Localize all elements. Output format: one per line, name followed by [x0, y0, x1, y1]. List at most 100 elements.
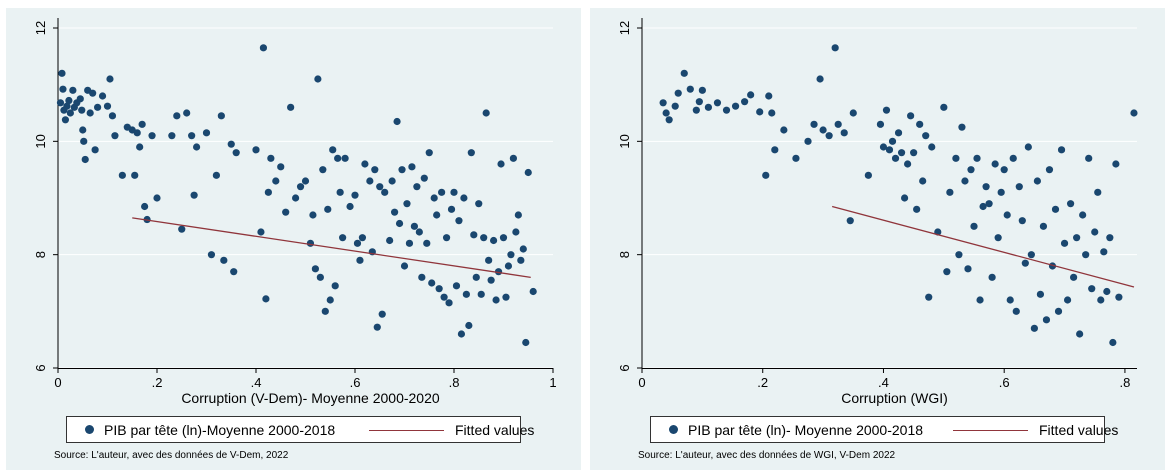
data-point [94, 103, 102, 111]
fitted-line [132, 217, 531, 278]
data-point [103, 102, 112, 110]
legend-line-icon [953, 430, 1028, 431]
y-tick-label: 12 [617, 21, 632, 35]
data-point [482, 109, 490, 117]
data-point [504, 262, 513, 270]
x-tick-label: .6 [999, 375, 1010, 390]
data-point [519, 245, 527, 253]
x-axis-title: Corruption (WGI) [841, 390, 948, 406]
data-point [946, 188, 954, 196]
data-point [220, 256, 228, 264]
data-point [982, 183, 990, 191]
legend: PIB par tête (ln)- Moyenne 2000-2018 Fit… [650, 416, 1118, 443]
x-tick-label: .6 [350, 375, 361, 390]
data-point [1091, 228, 1099, 236]
data-point [378, 310, 386, 318]
x-tick-label: .2 [152, 375, 163, 390]
data-point [445, 299, 453, 307]
data-point [492, 296, 500, 304]
data-point [376, 183, 384, 191]
data-point [825, 132, 833, 140]
data-point [131, 171, 139, 179]
data-point [907, 112, 915, 120]
data-point [1115, 293, 1123, 301]
data-point [816, 75, 824, 83]
data-point [413, 183, 421, 191]
data-point [698, 86, 706, 94]
data-point [358, 234, 367, 242]
x-tick-label: .8 [1120, 375, 1131, 390]
data-point [442, 234, 451, 242]
data-point [264, 188, 272, 196]
data-point [425, 149, 433, 157]
data-point [979, 202, 987, 211]
data-point [913, 205, 921, 213]
x-tick-label: 1 [549, 375, 556, 390]
scatter-plot-wgi: 6 8 10 12 0 .2 .4 .6 .8 Corruption (WGI) [617, 18, 1138, 406]
data-point [393, 117, 401, 126]
data-point [529, 287, 537, 296]
data-point [400, 262, 409, 270]
data-point [91, 146, 99, 154]
data-point [904, 160, 912, 168]
data-point [282, 208, 290, 216]
data-point [765, 92, 773, 100]
data-point [136, 143, 144, 151]
data-point [351, 191, 359, 199]
data-point [780, 126, 788, 134]
data-point [940, 103, 948, 111]
data-point [1103, 287, 1111, 296]
data-point [341, 154, 349, 162]
data-point [467, 149, 475, 157]
data-point [252, 146, 260, 154]
data-point [292, 194, 300, 202]
data-point [178, 225, 186, 233]
data-point [306, 239, 315, 247]
data-point [480, 234, 488, 242]
y-tick-label: 8 [33, 251, 48, 258]
data-point [381, 188, 389, 196]
data-point [457, 330, 466, 338]
legend-scatter-label: PIB par tête (ln)-Moyenne 2000-2018 [104, 422, 336, 438]
data-point [512, 228, 520, 236]
data-point [1130, 109, 1138, 117]
data-point [153, 194, 161, 202]
data-point [450, 188, 458, 196]
data-point [1039, 222, 1048, 230]
data-point [497, 160, 505, 168]
legend-fitted-label: Fitted values [455, 422, 535, 438]
data-point [207, 251, 216, 259]
data-point [106, 75, 114, 83]
x-tick-label: .2 [757, 375, 768, 390]
data-point [819, 126, 827, 134]
data-point [79, 126, 87, 134]
data-point [997, 188, 1005, 196]
data-point [894, 129, 903, 137]
data-point [373, 323, 381, 331]
data-point [371, 166, 379, 174]
data-point [900, 194, 909, 202]
data-point [232, 149, 240, 157]
data-point [888, 137, 897, 145]
legend-fitted-label: Fitted values [1039, 422, 1119, 438]
data-point [408, 163, 416, 171]
data-point [713, 99, 722, 107]
data-point [418, 273, 426, 281]
data-point [403, 200, 411, 208]
data-point [973, 154, 981, 162]
data-point [524, 168, 532, 177]
data-point [58, 69, 66, 77]
data-point [485, 256, 493, 264]
data-point [1036, 290, 1045, 298]
data-point [1018, 217, 1026, 225]
data-point [277, 163, 285, 171]
data-point [722, 106, 731, 114]
data-point [988, 273, 996, 281]
data-point [329, 146, 337, 154]
data-point [1042, 316, 1051, 324]
data-point [1076, 330, 1084, 338]
data-point [665, 116, 673, 124]
data-point [141, 202, 149, 211]
data-point [502, 293, 510, 301]
data-point [346, 202, 354, 211]
